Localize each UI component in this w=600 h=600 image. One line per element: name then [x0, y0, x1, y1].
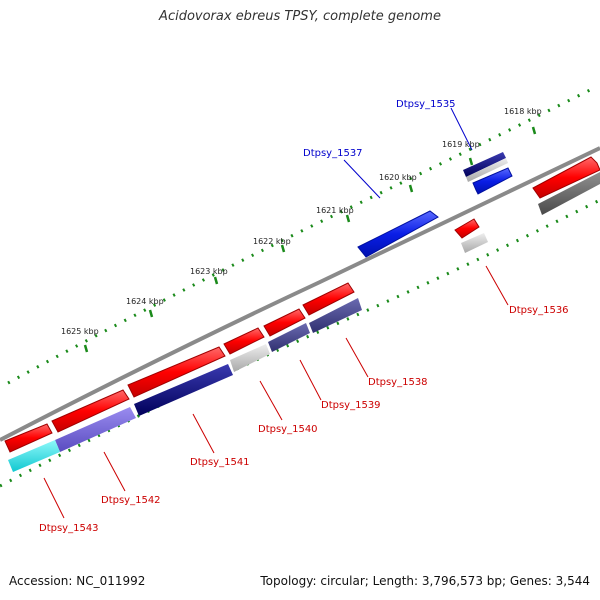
gene-dtpsy-1536-arrow[interactable]	[454, 218, 480, 239]
tick-label-1622: 1622 kbp	[253, 237, 291, 246]
cog-box-1542[interactable]	[55, 407, 136, 452]
leader-1543	[43, 477, 65, 519]
gene-dtpsy-1540-arrow[interactable]	[223, 327, 265, 355]
gene-label-1538[interactable]: Dtpsy_1538	[368, 377, 428, 388]
gene-label-1536[interactable]: Dtpsy_1536	[509, 305, 569, 316]
scale-ring-inner	[0, 198, 600, 488]
gene-label-1541[interactable]: Dtpsy_1541	[190, 457, 250, 468]
gene-dtpsy-1542-arrow[interactable]	[51, 389, 130, 433]
cog-box-1536[interactable]	[461, 233, 488, 253]
reverse-strand-track	[4, 156, 600, 453]
leader-1542	[103, 451, 126, 492]
cog-box-1535b[interactable]	[466, 158, 508, 182]
scale-major-ticks-outer	[83, 126, 537, 353]
cog-box-1540[interactable]	[230, 344, 270, 372]
leader-1536	[485, 265, 509, 306]
gene-label-1540[interactable]: Dtpsy_1540	[258, 424, 318, 435]
gene-dtpsy-1543-arrow[interactable]	[4, 423, 53, 453]
gene-label-1542[interactable]: Dtpsy_1542	[101, 495, 161, 506]
cog-box-1538[interactable]	[309, 298, 362, 333]
leader-1535	[450, 107, 473, 151]
gene-label-1543[interactable]: Dtpsy_1543	[39, 523, 99, 534]
leader-1541	[192, 413, 215, 454]
reverse-cog-track	[8, 172, 600, 472]
gene-dtpsy-1535-arrow[interactable]	[472, 167, 513, 195]
gene-labels: Dtpsy_1535 Dtpsy_1536 Dtpsy_1537 Dtpsy_1…	[39, 99, 569, 534]
gene-dtpsy-partial-arrow[interactable]	[532, 156, 600, 199]
cog-box-1539[interactable]	[268, 323, 310, 352]
accession-text: Accession: NC_011992	[9, 574, 146, 588]
genome-backbone	[0, 146, 600, 442]
tick-label-1619: 1619 kbp	[442, 140, 480, 149]
tick-label-1625: 1625 kbp	[61, 327, 99, 336]
tick-label-1618: 1618 kbp	[504, 107, 542, 116]
scale-ring-outer	[7, 88, 591, 385]
forward-cog-track	[463, 152, 508, 182]
cog-box-partial[interactable]	[538, 172, 600, 215]
leader-1540	[259, 380, 283, 421]
genome-summary-text: Topology: circular; Length: 3,796,573 bp…	[260, 574, 590, 588]
cog-box-1543[interactable]	[8, 440, 60, 472]
gene-dtpsy-1539-arrow[interactable]	[263, 308, 306, 337]
tick-label-1623: 1623 kbp	[190, 267, 228, 276]
gene-dtpsy-1541-arrow[interactable]	[127, 346, 226, 398]
label-leader-lines	[43, 107, 509, 519]
gene-label-1535[interactable]: Dtpsy_1535	[396, 99, 456, 110]
leader-1537	[343, 159, 381, 199]
cog-box-1535[interactable]	[463, 152, 506, 177]
tick-label-1620: 1620 kbp	[379, 173, 417, 182]
leader-1538	[345, 337, 369, 378]
forward-strand-track	[357, 167, 513, 258]
gene-label-1537[interactable]: Dtpsy_1537	[303, 148, 363, 159]
scale-tick-labels: 1618 kbp 1619 kbp 1620 kbp 1621 kbp 1622…	[61, 107, 542, 336]
tick-label-1621: 1621 kbp	[316, 206, 354, 215]
gene-label-1539[interactable]: Dtpsy_1539	[321, 400, 381, 411]
cog-box-1541[interactable]	[134, 364, 233, 416]
tick-label-1624: 1624 kbp	[126, 297, 164, 306]
map-title: Acidovorax ebreus TPSY, complete genome	[159, 9, 441, 24]
gene-dtpsy-1537-arrow[interactable]	[357, 210, 439, 258]
leader-1539	[299, 359, 322, 401]
gene-dtpsy-1538-arrow[interactable]	[302, 282, 355, 316]
